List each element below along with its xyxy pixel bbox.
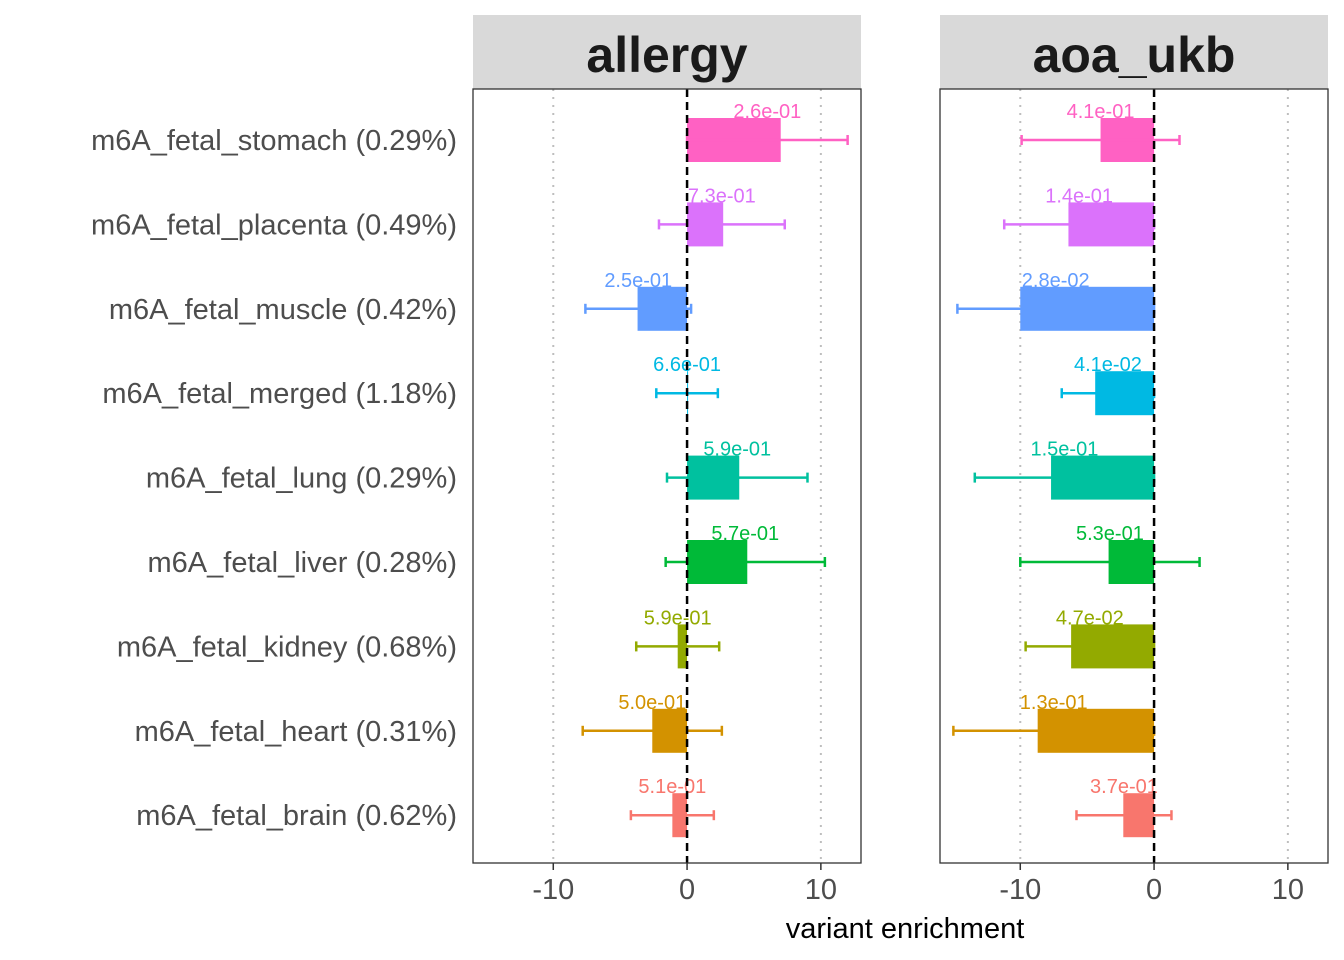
category-label: m6A_fetal_lung (0.29%) [146,463,457,495]
pvalue-label: 2.6e-01 [733,101,801,123]
panel-title: aoa_ukb [1033,27,1236,83]
pvalue-label: 4.1e-01 [1067,101,1135,123]
panel-strip [940,15,1328,89]
x-tick-label: 10 [805,874,837,906]
panel-aoa-ukb: aoa_ukb 4.1e-01 1.4e-01 2.8e-02 4.1e-02 1.5e-… [939,15,1329,906]
x-tick-label: 0 [1146,874,1162,906]
category-label: m6A_fetal_heart (0.31%) [135,716,457,748]
category-label: m6A_fetal_brain (0.62%) [136,800,457,832]
pvalue-label: 2.5e-01 [604,270,672,292]
panel-title: allergy [586,27,747,83]
x-tick-label: -10 [999,874,1041,906]
panels-layer: allergy2.6e-017.3e-012.5e-016.6e-015.9e-… [472,15,1329,906]
panel-border [472,88,862,864]
pvalue-label: 5.0e-01 [618,692,686,714]
category-label: m6A_fetal_kidney (0.68%) [117,631,457,663]
pvalue-label: 1.5e-01 [1031,439,1099,461]
category-label: m6A_fetal_stomach (0.29%) [91,125,457,157]
pvalue-label: 5.7e-01 [711,523,779,545]
pvalue-label: 1.4e-01 [1045,185,1113,207]
pvalue-label: 4.7e-02 [1056,607,1124,629]
pvalue-label: 5.9e-01 [644,607,712,629]
category-labels: m6A_fetal_stomach (0.29%) m6A_fetal_place… [91,125,457,832]
pvalue-label: 7.3e-01 [688,185,756,207]
pvalue-label: 1.3e-01 [1020,692,1088,714]
pvalue-label: 5.3e-01 [1076,523,1144,545]
pvalue-label: 2.8e-02 [1022,270,1090,292]
pvalue-label: 4.1e-02 [1074,354,1142,376]
panel-border [939,88,1329,864]
category-label: m6A_fetal_placenta (0.49%) [91,209,457,241]
pvalue-label: 5.9e-01 [703,439,771,461]
panel-allergy: allergy2.6e-017.3e-012.5e-016.6e-015.9e-… [472,15,862,906]
x-tick-label: 10 [1272,874,1304,906]
pvalue-label: 5.1e-01 [638,776,706,798]
panel-strip [473,15,861,89]
category-label: m6A_fetal_muscle (0.42%) [109,294,457,326]
x-tick-label: 0 [679,874,695,906]
category-label: m6A_fetal_merged (1.18%) [102,378,457,410]
category-label: m6A_fetal_liver (0.28%) [148,547,457,579]
x-tick-label: -10 [532,874,574,906]
pvalue-label: 3.7e-01 [1090,776,1158,798]
x-axis-title: variant enrichment [786,913,1025,945]
